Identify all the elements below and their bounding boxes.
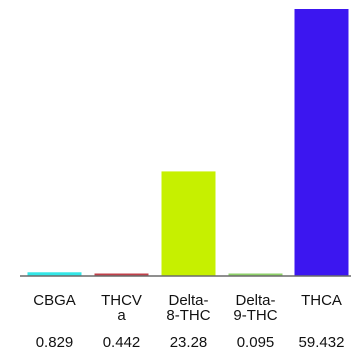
value-label-cbga: 0.829	[36, 334, 74, 351]
category-label-line: a	[117, 307, 126, 324]
category-label-delta-9-thc: Delta-9-THC	[233, 292, 277, 324]
bar-thca	[294, 9, 349, 276]
category-label-cbga: CBGA	[33, 292, 76, 309]
category-label-line: THCA	[301, 292, 342, 309]
value-label-thca: 59.432	[299, 334, 345, 351]
value-label-delta-8-thc: 23.28	[170, 334, 208, 351]
category-label-line: 8-THC	[166, 307, 210, 324]
bars-group	[27, 9, 349, 276]
category-label-line: Delta-	[168, 292, 208, 309]
value-label-thcv-a: 0.442	[103, 334, 141, 351]
category-label-line: 9-THC	[233, 307, 277, 324]
category-label-line: Delta-	[235, 292, 275, 309]
bar-delta-9-thc	[228, 273, 283, 276]
bar-cbga	[27, 272, 82, 276]
category-label-line: CBGA	[33, 292, 76, 309]
category-label-thca: THCA	[301, 292, 342, 309]
value-label-delta-9-thc: 0.095	[237, 334, 275, 351]
category-label-line: THCV	[101, 292, 142, 309]
bar-delta-8-thc	[161, 171, 216, 276]
value-labels-group: 0.829 0.442 23.28 0.095 59.432	[36, 334, 345, 351]
bar-thcv-a	[94, 273, 149, 276]
category-label-thcv-a: THCV a	[101, 292, 142, 324]
category-label-delta-8-thc: Delta-8-THC	[166, 292, 210, 324]
